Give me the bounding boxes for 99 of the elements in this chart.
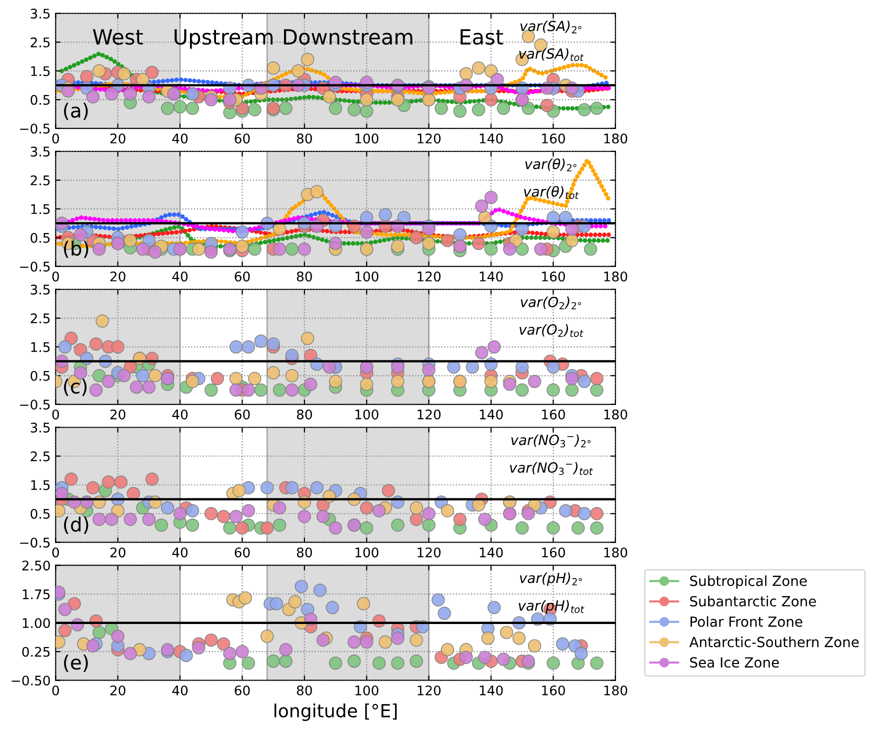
x-tick-label: 0 xyxy=(52,409,59,420)
x-tick-label: 80 xyxy=(296,409,312,420)
x-tick-label: 100 xyxy=(356,409,378,420)
annotation: (d) xyxy=(64,516,88,534)
y-tick-label: 1.5 xyxy=(31,204,50,214)
legend-label: Sea Ice Zone xyxy=(690,657,779,668)
y-tick-label: −0.5 xyxy=(20,124,50,134)
x-tick-label: 140 xyxy=(480,685,503,696)
x-tick-label: 40 xyxy=(172,409,188,420)
x-tick-label: 0 xyxy=(52,271,59,282)
y-tick-label: 0.5 xyxy=(30,370,50,381)
x-tick-label: 100 xyxy=(356,134,378,144)
x-tick-label: 140 xyxy=(480,547,503,558)
x-tick-label: 40 xyxy=(172,134,188,144)
annotation: (c) xyxy=(64,378,87,396)
x-tick-label: 40 xyxy=(172,685,188,696)
x-tick-label: 180 xyxy=(604,134,628,144)
y-tick-label: 2.5 xyxy=(30,451,50,462)
y-tick-label: 1.5 xyxy=(31,342,50,352)
y-tick-label: 3.5 xyxy=(30,146,50,157)
x-tick-label: 180 xyxy=(604,547,628,558)
x-tick-label: 160 xyxy=(542,685,565,696)
x-tick-label: 20 xyxy=(110,271,126,282)
x-tick-label: 100 xyxy=(356,547,378,558)
x-tick-label: 180 xyxy=(604,685,628,696)
x-tick-label: 140 xyxy=(480,134,503,144)
x-tick-label: 20 xyxy=(110,685,126,696)
y-tick-label: 2.50 xyxy=(22,560,50,571)
y-tick-label: 0.25 xyxy=(22,646,50,657)
y-tick-label: 0.5 xyxy=(30,232,50,243)
x-tick-label: 140 xyxy=(480,271,503,282)
x-tick-label: 120 xyxy=(418,547,441,558)
annotation: var(NO$_{3}$$^{−}$)$_{2°}$ xyxy=(511,434,591,448)
legend-label: Antarctic-Southern Zone xyxy=(689,636,859,648)
y-tick-label: 3.5 xyxy=(30,284,50,295)
y-tick-label: −0.5 xyxy=(20,262,50,272)
x-tick-label: 100 xyxy=(356,271,378,282)
x-tick-label: 20 xyxy=(110,134,126,144)
x-tick-label: 120 xyxy=(418,134,441,144)
x-tick-label: 160 xyxy=(542,547,565,558)
x-tick-label: 160 xyxy=(542,271,565,282)
x-tick-label: 60 xyxy=(234,134,250,144)
x-tick-label: 20 xyxy=(110,547,126,558)
y-tick-label: 1.5 xyxy=(31,480,50,490)
annotation: var(SA)$_{tot}$ xyxy=(519,48,584,62)
x-axis-title: longitude [°E] xyxy=(274,704,397,722)
x-tick-label: 100 xyxy=(356,685,378,696)
annotation: var(O$_{2}$)$_{tot}$ xyxy=(520,324,584,338)
y-tick-label: −0.5 xyxy=(20,538,50,548)
annotation: (e) xyxy=(64,654,88,672)
legend-label: Polar Front Zone xyxy=(690,616,802,627)
annotation: East xyxy=(460,29,504,45)
annotation: var(O$_{2}$)$_{2°}$ xyxy=(520,296,581,310)
x-tick-label: 140 xyxy=(480,409,503,420)
x-tick-label: 60 xyxy=(234,271,250,282)
y-tick-label: 1.75 xyxy=(22,590,50,600)
x-tick-label: 60 xyxy=(234,409,250,420)
annotation: var(pH)$_{2°}$ xyxy=(520,572,582,586)
x-tick-label: 180 xyxy=(604,409,628,420)
legend-label: Subtropical Zone xyxy=(690,575,807,589)
y-tick-label: 3.5 xyxy=(30,8,50,19)
y-tick-label: 2.5 xyxy=(30,175,50,186)
y-tick-label: 1.5 xyxy=(31,66,50,76)
annotation: var(NO$_{3}$$^{−}$)$_{tot}$ xyxy=(510,462,593,476)
y-tick-label: −0.50 xyxy=(12,676,50,686)
y-tick-label: 1.00 xyxy=(22,618,50,628)
y-tick-label: 2.5 xyxy=(30,313,50,324)
x-tick-label: 40 xyxy=(172,547,188,558)
x-tick-label: 120 xyxy=(418,409,441,420)
x-tick-label: 80 xyxy=(296,134,312,144)
x-tick-label: 80 xyxy=(296,271,312,282)
x-tick-label: 60 xyxy=(234,685,250,696)
y-tick-label: 2.5 xyxy=(30,37,50,48)
y-tick-label: 0.5 xyxy=(30,508,50,519)
x-tick-label: 40 xyxy=(172,271,188,282)
annotation: (a) xyxy=(64,102,88,120)
annotation: var(θ)$_{2°}$ xyxy=(525,158,576,172)
y-tick-label: −0.5 xyxy=(20,400,50,410)
x-tick-label: 20 xyxy=(110,409,126,420)
x-tick-label: 60 xyxy=(234,547,250,558)
x-tick-label: 160 xyxy=(542,409,565,420)
x-tick-label: 80 xyxy=(296,547,312,558)
y-tick-label: 0.5 xyxy=(30,94,50,105)
x-tick-label: 0 xyxy=(52,134,59,144)
annotation: (b) xyxy=(64,240,88,258)
x-tick-label: 160 xyxy=(542,134,565,144)
x-tick-label: 0 xyxy=(52,685,59,696)
annotation: var(SA)$_{2°}$ xyxy=(520,20,582,34)
x-tick-label: 120 xyxy=(418,685,441,696)
legend-label: Subantarctic Zone xyxy=(690,596,816,606)
band-label: Downstream xyxy=(284,29,412,45)
band-label: West xyxy=(92,29,143,45)
x-tick-label: 120 xyxy=(418,271,441,282)
x-tick-label: 80 xyxy=(296,685,312,696)
x-tick-label: 180 xyxy=(604,271,628,282)
annotation: var(pH)$_{tot}$ xyxy=(518,600,584,614)
y-tick-label: 3.5 xyxy=(30,422,50,433)
annotation: Upstream xyxy=(174,29,273,49)
x-tick-label: 0 xyxy=(52,547,59,558)
